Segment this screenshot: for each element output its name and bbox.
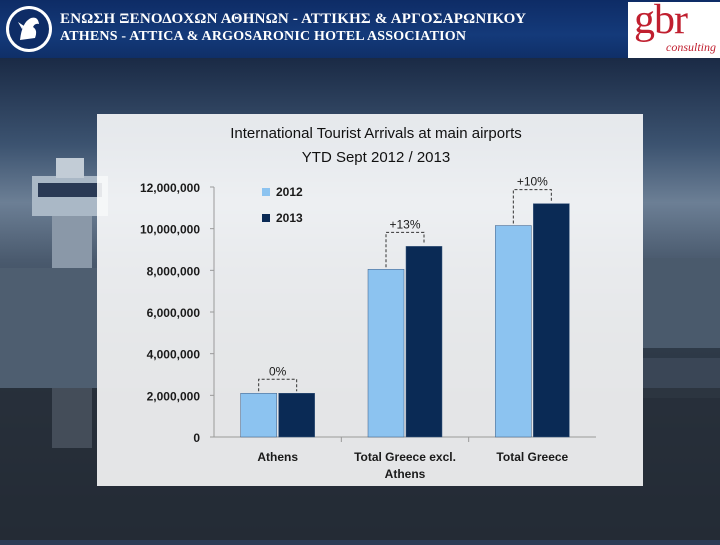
x-tick-label: Athens (257, 450, 298, 464)
legend-swatch (262, 188, 270, 196)
y-tick-label: 6,000,000 (147, 306, 201, 320)
bar (278, 393, 315, 438)
change-label: +10% (517, 175, 548, 189)
y-tick-label: 12,000,000 (140, 181, 200, 195)
annotations: 0% +13% +10% (258, 175, 552, 392)
change-label: +13% (389, 217, 420, 231)
change-bracket (385, 231, 425, 268)
header-banner: ΕΝΩΣΗ ΞΕΝΟΔΟΧΩΝ ΑΘΗΝΩΝ - ΑΤΤΙΚΗΣ & ΑΡΓΟΣ… (0, 0, 720, 58)
bars (240, 203, 570, 438)
gbr-logo-subtext: consulting (666, 40, 716, 54)
gbr-logo-text: gbr (634, 0, 688, 43)
bar (533, 203, 570, 438)
association-name: ΕΝΩΣΗ ΞΕΝΟΔΟΧΩΝ ΑΘΗΝΩΝ - ΑΤΤΙΚΗΣ & ΑΡΓΟΣ… (60, 10, 526, 46)
bar (367, 269, 405, 438)
legend-label: 2012 (276, 185, 303, 199)
chart-title: International Tourist Arrivals at main a… (230, 125, 522, 142)
chart-subtitle: YTD Sept 2012 / 2013 (302, 149, 450, 166)
x-tick-label: Total Greece (496, 450, 568, 464)
x-axis: Athens Total Greece excl. Athens Total Gree… (257, 437, 569, 481)
y-tick-label: 0 (193, 431, 200, 445)
change-bracket (512, 189, 552, 224)
bar (495, 225, 532, 438)
change-label: 0% (269, 364, 287, 378)
y-tick-label: 2,000,000 (147, 389, 201, 403)
x-tick-label: Athens (385, 467, 426, 481)
bar (240, 393, 277, 438)
english-title: ATHENS - ATTICA & ARGOSARONIC HOTEL ASSO… (60, 29, 467, 44)
bar (405, 246, 443, 438)
legend-swatch (262, 214, 270, 222)
y-tick-label: 4,000,000 (147, 348, 201, 362)
gbr-logo: gbr consulting (628, 0, 720, 58)
greek-title: ΕΝΩΣΗ ΞΕΝΟΔΟΧΩΝ ΑΘΗΝΩΝ - ΑΤΤΙΚΗΣ & ΑΡΓΟΣ… (60, 11, 527, 27)
legend: 2012 2013 (262, 185, 303, 225)
y-tick-label: 10,000,000 (140, 223, 200, 237)
x-tick-label: Total Greece excl. (354, 450, 456, 464)
change-bracket (258, 378, 298, 392)
y-tick-label: 8,000,000 (147, 264, 201, 278)
y-axis: 0 2,000,000 4,000,000 6,000,000 8,000,000 10,… (140, 181, 596, 445)
legend-label: 2013 (276, 211, 303, 225)
association-logo-icon (6, 6, 52, 52)
